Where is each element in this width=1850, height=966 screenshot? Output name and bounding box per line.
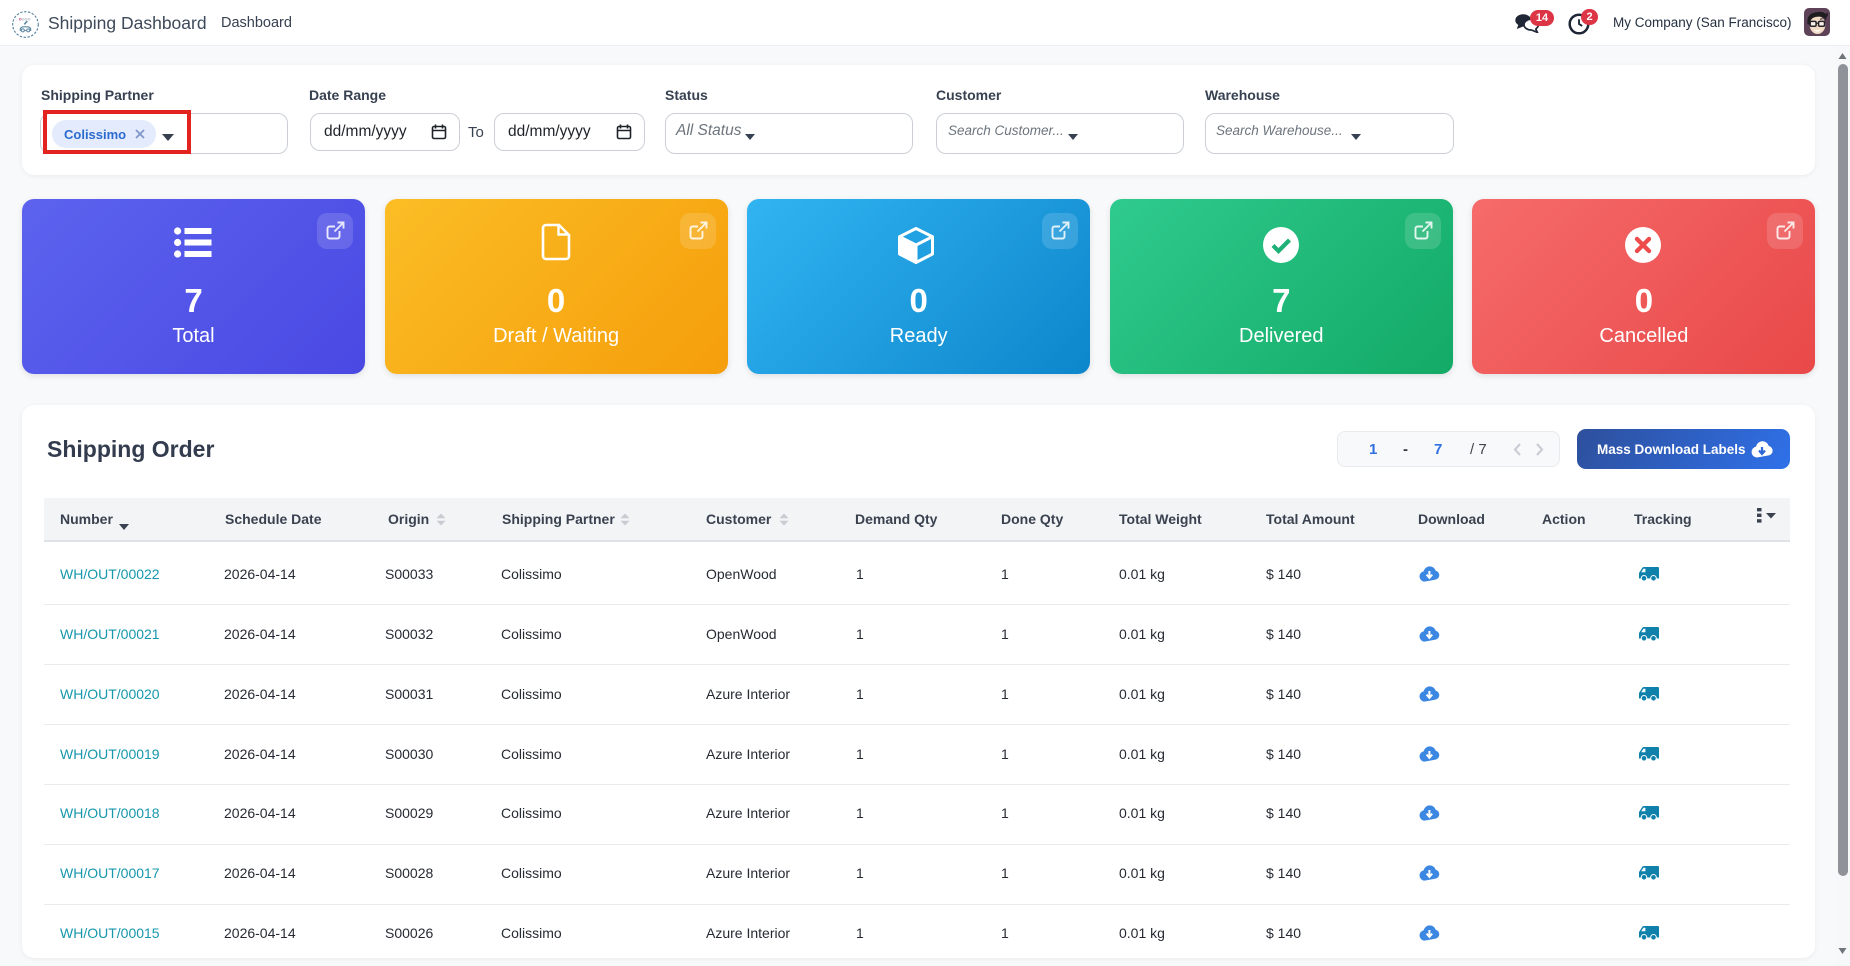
svg-text:oooo: oooo	[19, 18, 31, 23]
